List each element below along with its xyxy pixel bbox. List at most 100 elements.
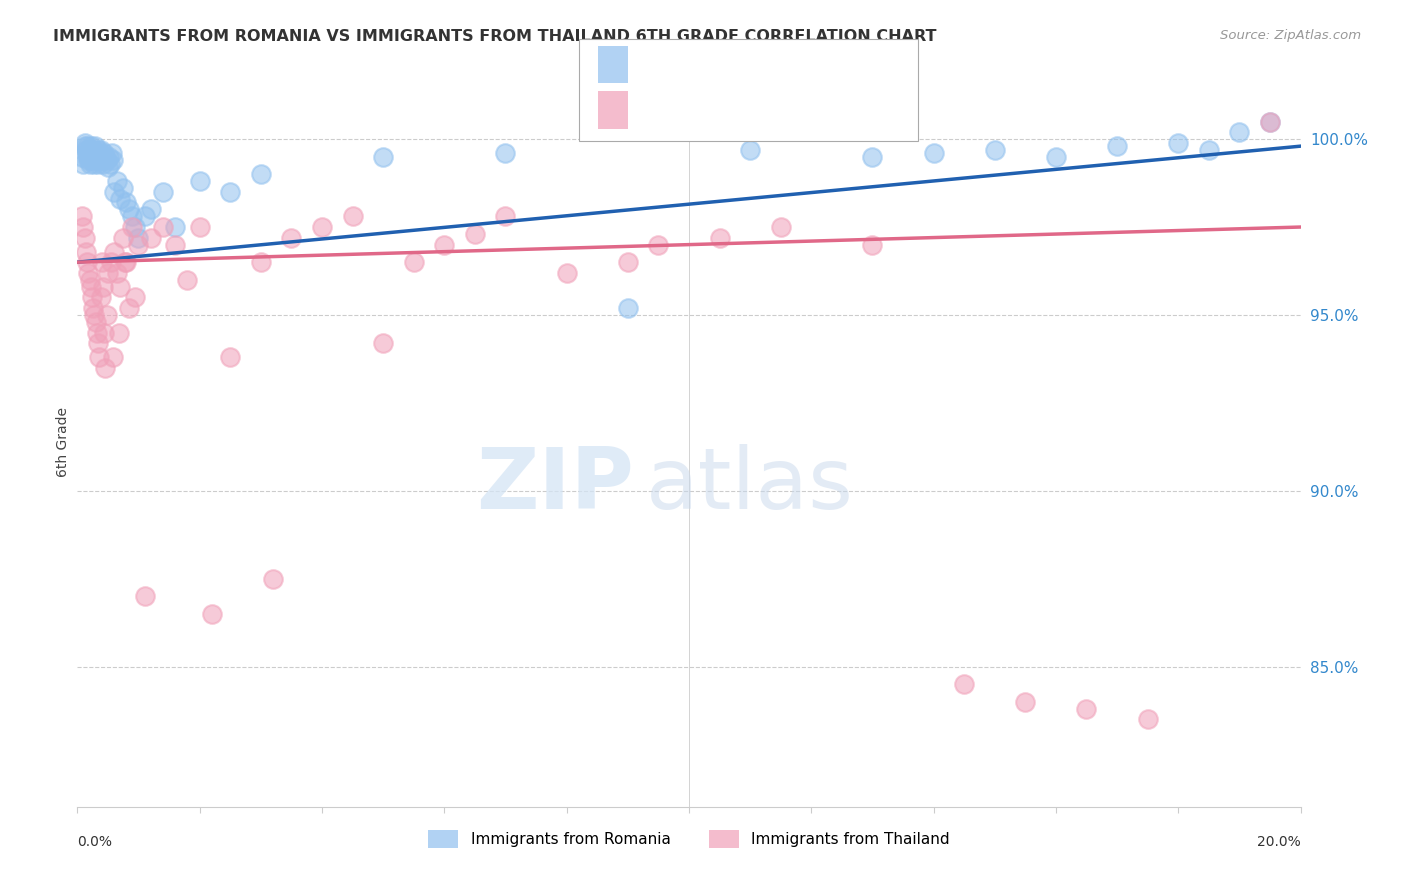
Point bbox=[108, 192, 131, 206]
Point bbox=[100, 255, 122, 269]
Point bbox=[647, 237, 669, 252]
Point bbox=[250, 255, 273, 269]
Point bbox=[72, 220, 94, 235]
Point bbox=[94, 150, 117, 164]
Point bbox=[101, 350, 124, 364]
Point bbox=[89, 350, 111, 364]
Point bbox=[77, 153, 100, 168]
Point bbox=[105, 174, 128, 188]
Point bbox=[77, 266, 100, 280]
Point bbox=[127, 230, 149, 244]
Point bbox=[76, 146, 98, 161]
Point bbox=[165, 237, 187, 252]
Point bbox=[495, 210, 517, 224]
Point bbox=[72, 157, 94, 171]
Point bbox=[280, 230, 302, 244]
Point bbox=[76, 150, 98, 164]
Point bbox=[1045, 150, 1067, 164]
Point bbox=[82, 143, 104, 157]
Point bbox=[77, 143, 100, 157]
Point bbox=[93, 326, 115, 340]
Text: atlas: atlas bbox=[647, 444, 853, 527]
Point bbox=[134, 210, 156, 224]
Point bbox=[134, 589, 156, 603]
Point bbox=[84, 153, 107, 168]
Point bbox=[103, 244, 125, 259]
Point bbox=[311, 220, 333, 235]
Point bbox=[862, 237, 884, 252]
Point bbox=[80, 290, 103, 304]
Point bbox=[121, 220, 143, 235]
Point bbox=[1258, 114, 1281, 128]
Point bbox=[433, 237, 456, 252]
Point bbox=[87, 336, 110, 351]
Point bbox=[118, 301, 141, 315]
Point bbox=[112, 181, 135, 195]
Point bbox=[76, 139, 98, 153]
Point bbox=[80, 139, 103, 153]
Point bbox=[70, 150, 93, 164]
Point bbox=[922, 146, 945, 161]
Point bbox=[617, 301, 640, 315]
Point bbox=[1198, 143, 1220, 157]
Point bbox=[152, 220, 174, 235]
Point bbox=[97, 266, 120, 280]
Point bbox=[98, 150, 121, 164]
Point bbox=[176, 273, 198, 287]
Text: R = 0.307   N = 69: R = 0.307 N = 69 bbox=[640, 55, 824, 73]
Point bbox=[91, 280, 114, 294]
Point bbox=[555, 266, 578, 280]
Point bbox=[84, 150, 107, 164]
Point bbox=[1258, 114, 1281, 128]
Point bbox=[402, 255, 425, 269]
Point bbox=[219, 350, 242, 364]
Point bbox=[115, 195, 138, 210]
Point bbox=[80, 150, 103, 164]
Y-axis label: 6th Grade: 6th Grade bbox=[56, 407, 70, 476]
Point bbox=[124, 220, 146, 235]
Point bbox=[75, 143, 97, 157]
Point bbox=[1076, 702, 1098, 716]
Point bbox=[80, 153, 103, 168]
Point bbox=[114, 255, 136, 269]
Point bbox=[86, 146, 108, 161]
Point bbox=[90, 150, 112, 164]
Point bbox=[84, 139, 107, 153]
Point bbox=[105, 266, 128, 280]
Point bbox=[73, 139, 96, 153]
Point bbox=[86, 326, 108, 340]
Point bbox=[250, 167, 273, 181]
Text: ZIP: ZIP bbox=[477, 444, 634, 527]
Point bbox=[188, 220, 211, 235]
Point bbox=[98, 157, 121, 171]
Point bbox=[83, 157, 105, 171]
Point bbox=[108, 280, 131, 294]
Point bbox=[709, 230, 731, 244]
Point bbox=[219, 185, 242, 199]
Point bbox=[75, 136, 97, 150]
Point bbox=[82, 301, 104, 315]
Point bbox=[101, 153, 124, 168]
Point bbox=[91, 157, 114, 171]
Point bbox=[139, 230, 162, 244]
Point bbox=[96, 308, 118, 322]
Point bbox=[1229, 125, 1251, 139]
Point bbox=[90, 255, 112, 269]
Point bbox=[93, 146, 115, 161]
Point bbox=[1014, 695, 1036, 709]
Point bbox=[201, 607, 224, 621]
Point bbox=[79, 146, 101, 161]
Point bbox=[121, 210, 143, 224]
Point bbox=[97, 161, 120, 175]
Point bbox=[87, 150, 110, 164]
Point bbox=[90, 290, 112, 304]
Point bbox=[103, 185, 125, 199]
Point bbox=[495, 146, 517, 161]
Point bbox=[83, 146, 105, 161]
Point bbox=[89, 153, 111, 168]
Point bbox=[83, 308, 105, 322]
Point bbox=[87, 157, 110, 171]
Text: 0.0%: 0.0% bbox=[77, 836, 112, 849]
Point bbox=[953, 677, 976, 691]
Point bbox=[108, 326, 131, 340]
